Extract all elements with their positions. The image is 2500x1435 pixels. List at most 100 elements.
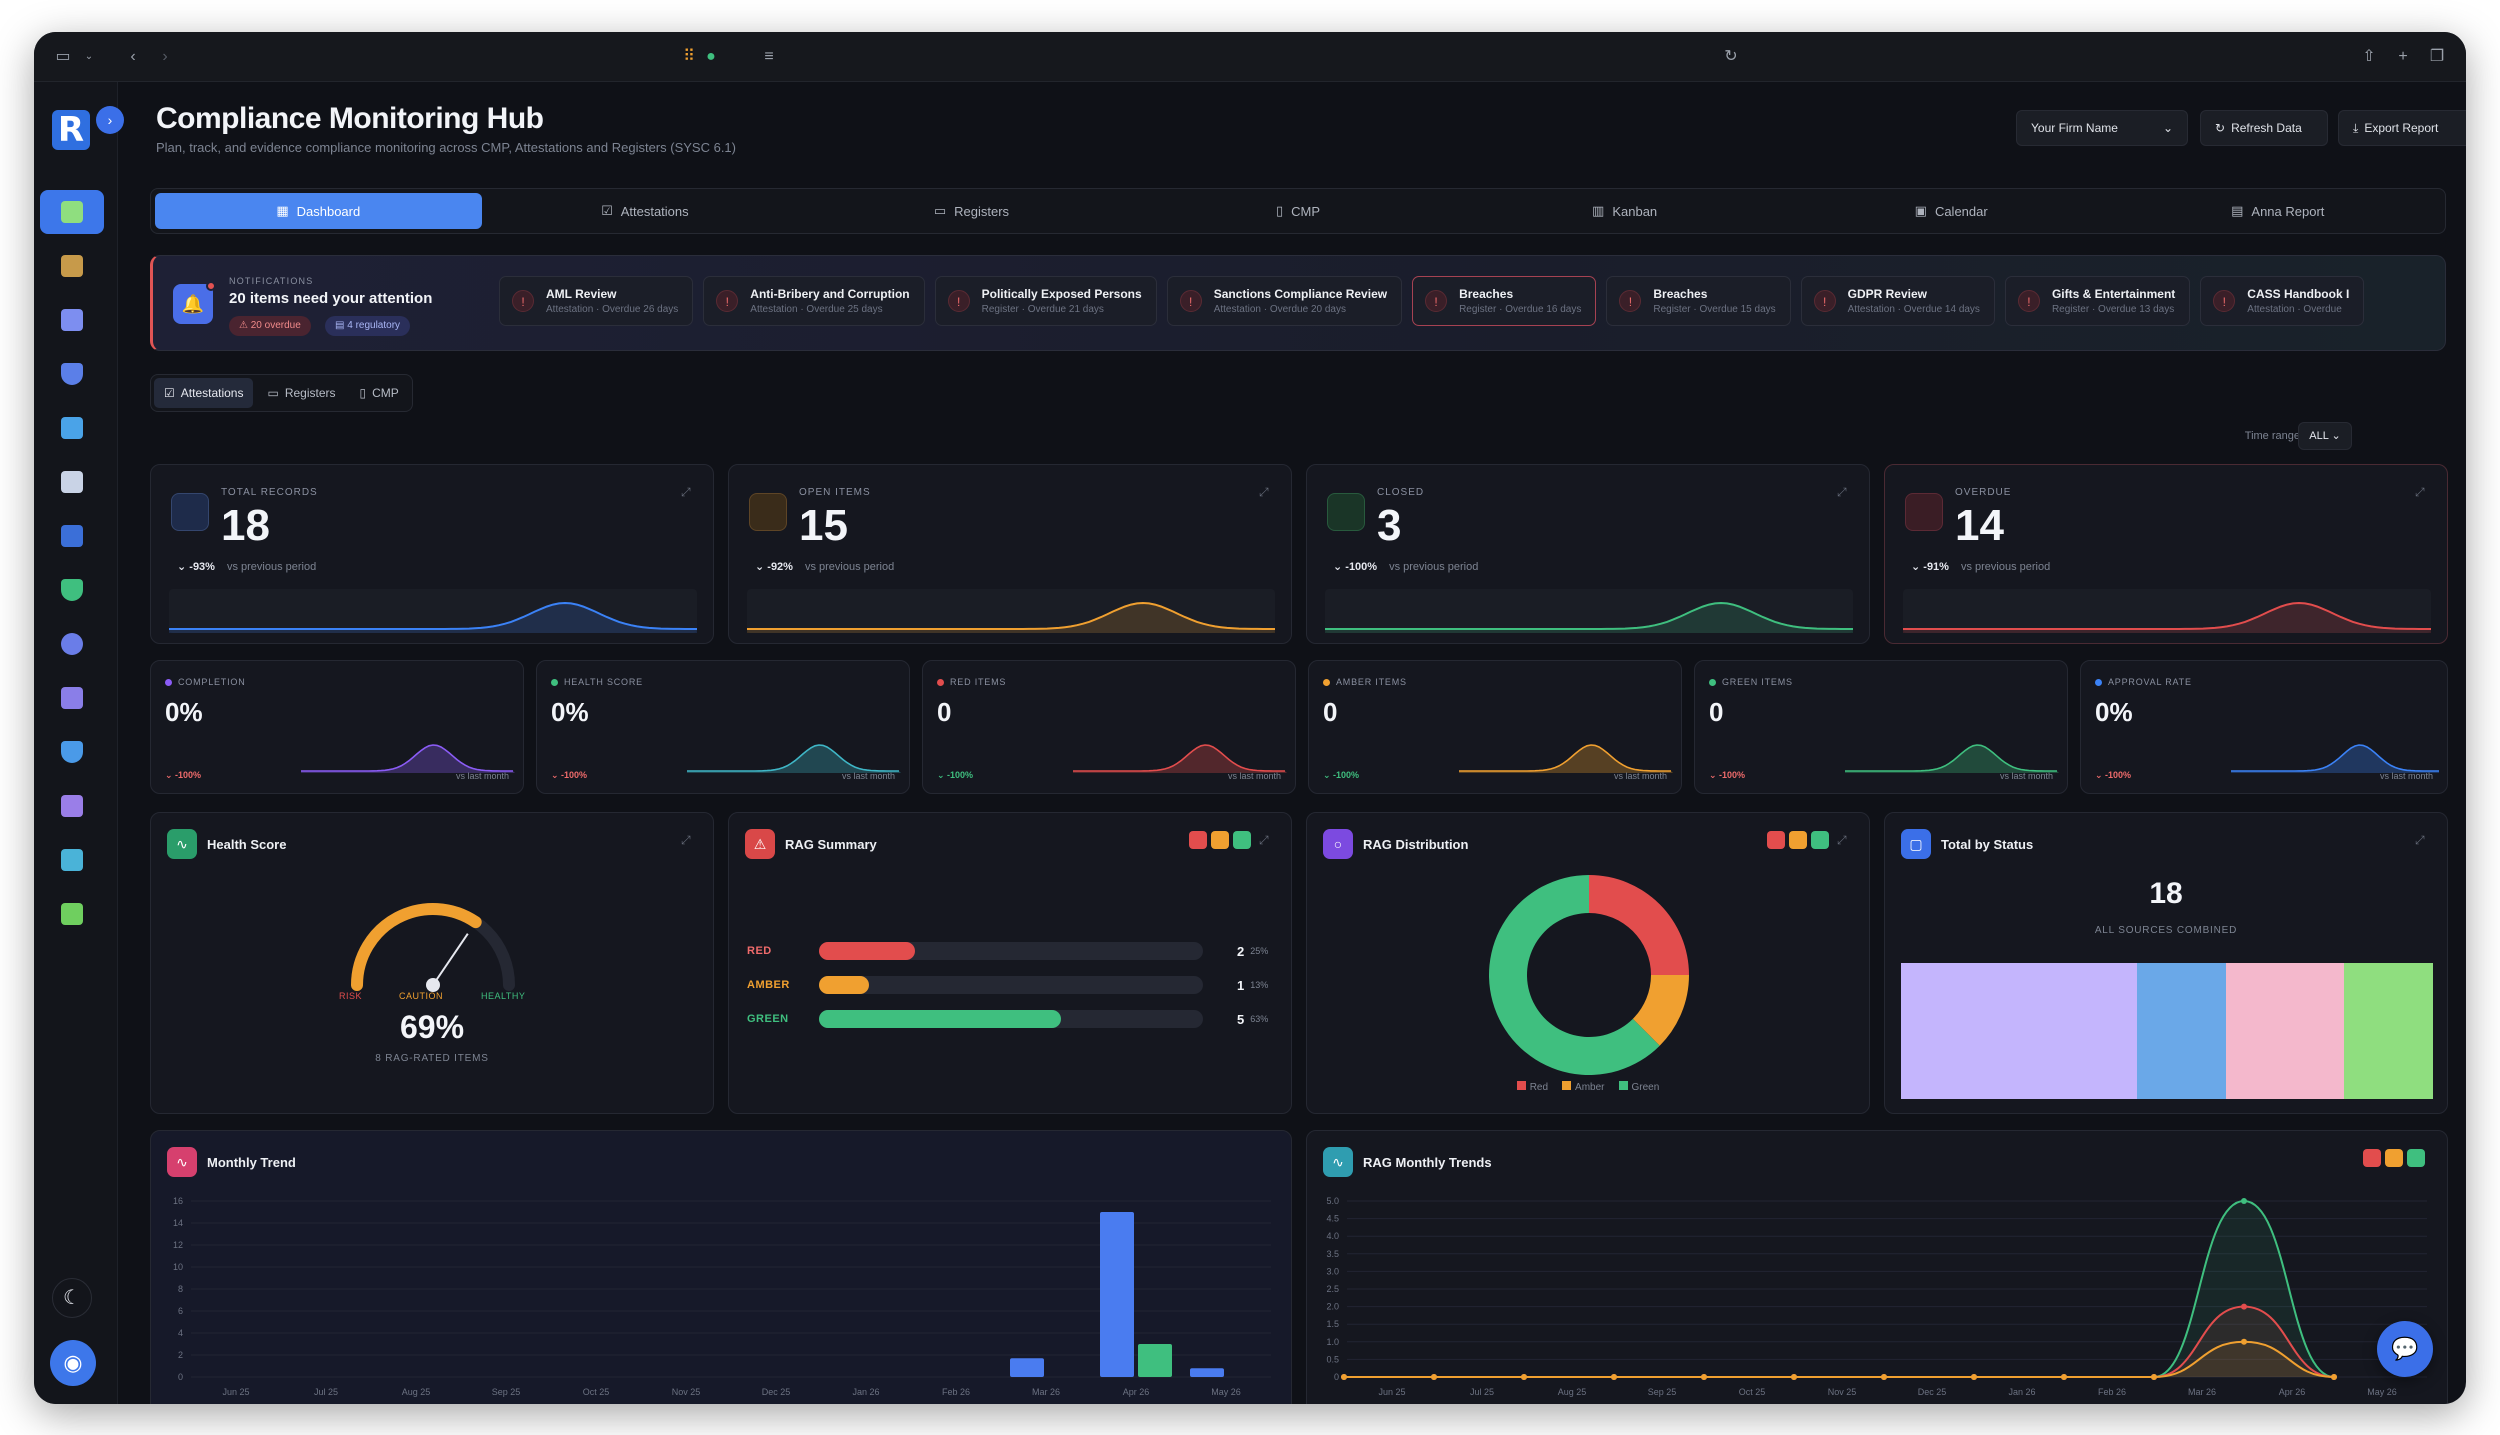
new-tab-icon[interactable]: +: [2398, 48, 2408, 65]
data-point[interactable]: [1881, 1374, 1887, 1380]
filter-attestations[interactable]: ☑ Attestations: [154, 378, 254, 408]
legend-label: Green: [1631, 1082, 1660, 1093]
regulatory-pill[interactable]: ▤ 4 regulatory: [325, 316, 411, 336]
data-point[interactable]: [2151, 1374, 2157, 1380]
sidebar-item-training[interactable]: [40, 514, 104, 558]
notification-meta: Register · Overdue 15 days: [1653, 304, 1776, 315]
bar[interactable]: [1190, 1368, 1224, 1377]
sidebar-item-target[interactable]: [40, 622, 104, 666]
data-point[interactable]: [2241, 1303, 2247, 1310]
notification-card[interactable]: ! CASS Handbook I Attestation · Overdue: [2200, 276, 2365, 326]
chat-bubble-icon[interactable]: 💬: [2377, 1321, 2433, 1377]
sidebar-item-list[interactable]: [40, 784, 104, 828]
donut-slice[interactable]: [1589, 875, 1689, 975]
notification-card[interactable]: ! GDPR Review Attestation · Overdue 14 day…: [1800, 276, 1995, 326]
metric-vs: vs last month: [841, 771, 895, 781]
time-range-select[interactable]: ALL ⌄: [2298, 422, 2352, 450]
tab-dashboard[interactable]: ▦ Dashboard: [155, 193, 482, 229]
data-point[interactable]: [1341, 1374, 1347, 1380]
status-segment[interactable]: [2344, 963, 2433, 1099]
tab-registers[interactable]: ▭ Registers: [808, 193, 1135, 229]
bar[interactable]: [1010, 1358, 1044, 1377]
apps-grid-icon[interactable]: ⠿: [683, 48, 695, 65]
overdue-pill[interactable]: ⚠ 20 overdue: [229, 316, 311, 336]
back-icon[interactable]: ‹: [130, 48, 136, 65]
metric-card-health-score: HEALTH SCORE 0% ⌄ -100% vs last month: [536, 660, 910, 794]
data-point[interactable]: [1521, 1374, 1527, 1380]
tabs-overview-icon[interactable]: ❐: [2429, 48, 2445, 65]
sidebar-item-news[interactable]: [40, 460, 104, 504]
chevron-down-icon[interactable]: ⌄: [84, 51, 94, 62]
expand-icon[interactable]: ⤢: [1837, 833, 1847, 847]
donut-slice[interactable]: [1632, 975, 1689, 1046]
expand-icon[interactable]: ⤢: [681, 833, 691, 847]
tab-kanban[interactable]: ▥ Kanban: [1461, 193, 1788, 229]
tab-anna-report[interactable]: ▤ Anna Report: [2114, 193, 2441, 229]
data-point[interactable]: [2241, 1198, 2247, 1204]
refresh-data-button[interactable]: ↻ Refresh Data: [2200, 110, 2328, 146]
notification-card[interactable]: ! Gifts & Entertainment Register · Overdue…: [2004, 276, 2191, 326]
forward-icon[interactable]: ›: [162, 48, 168, 65]
data-point[interactable]: [1701, 1374, 1707, 1380]
data-point[interactable]: [2241, 1338, 2247, 1345]
expand-icon[interactable]: ⤢: [1837, 485, 1847, 499]
theme-toggle-moon-icon[interactable]: ☾: [52, 1278, 92, 1318]
notification-card[interactable]: ! AML Review Attestation · Overdue 26 days: [499, 276, 694, 326]
rag-row-red: RED 2 25%: [747, 941, 1277, 961]
bar[interactable]: [1138, 1344, 1172, 1377]
sidebar-item-compliance[interactable]: [40, 190, 104, 234]
expand-icon[interactable]: ⤢: [2415, 833, 2425, 847]
notification-card[interactable]: ! Breaches Register · Overdue 15 days: [1606, 276, 1791, 326]
notification-card[interactable]: ! Breaches Register · Overdue 16 days: [1412, 276, 1597, 326]
page-settings-icon[interactable]: ≡: [764, 48, 774, 65]
sidebar-toggle-icon[interactable]: ▭: [55, 48, 71, 65]
sidebar-item-security[interactable]: [40, 568, 104, 612]
sidebar-item-lock[interactable]: [40, 730, 104, 774]
sidebar-item-people[interactable]: [40, 298, 104, 342]
firm-select[interactable]: Your Firm Name ⌄: [2016, 110, 2188, 146]
reload-icon[interactable]: ↻: [1724, 48, 1738, 65]
notification-card[interactable]: ! Sanctions Compliance Review Attestation …: [1166, 276, 1403, 326]
user-avatar-icon[interactable]: ◉: [50, 1340, 96, 1386]
filter-registers[interactable]: ▭ Registers: [257, 378, 345, 408]
data-point[interactable]: [1791, 1374, 1797, 1380]
calendar-icon: ▣: [1914, 203, 1927, 218]
data-point[interactable]: [1431, 1374, 1437, 1380]
bell-icon[interactable]: 🔔: [173, 281, 216, 324]
expand-icon[interactable]: ⤢: [2415, 485, 2425, 499]
sidebar-item-messages[interactable]: [40, 892, 104, 936]
expand-icon[interactable]: ⤢: [1259, 485, 1269, 499]
tab-attestations[interactable]: ☑ Attestations: [482, 193, 809, 229]
sparkline-area: [1845, 745, 2059, 773]
metric-change: ⌄ -100%: [1323, 770, 1360, 780]
data-point[interactable]: [2061, 1374, 2067, 1380]
status-dot: [1709, 678, 1716, 686]
page-subtitle: Plan, track, and evidence compliance mon…: [156, 140, 736, 155]
data-point[interactable]: [1611, 1374, 1617, 1380]
x-tick-label: Nov 25: [672, 1387, 701, 1397]
bar[interactable]: [1100, 1212, 1134, 1377]
sidebar-item-reports[interactable]: [40, 838, 104, 882]
status-segment[interactable]: [2137, 963, 2227, 1099]
expand-icon[interactable]: ⤢: [681, 485, 691, 499]
donut-slice[interactable]: [1488, 875, 1660, 1075]
data-point[interactable]: [1971, 1374, 1977, 1380]
export-report-button[interactable]: ⤓ Export Report: [2338, 110, 2466, 146]
clipboard-icon: [171, 493, 209, 531]
notification-card[interactable]: ! Anti-Bribery and Corruption Attestation …: [703, 276, 925, 326]
sidebar-item-shield[interactable]: [40, 352, 104, 396]
expand-icon[interactable]: ⤢: [1259, 833, 1269, 847]
status-segment[interactable]: [2226, 963, 2345, 1099]
grammarly-icon[interactable]: ●: [706, 48, 716, 65]
filter-cmp[interactable]: ▯ CMP: [350, 378, 409, 408]
tab-calendar[interactable]: ▣ Calendar: [1788, 193, 2115, 229]
sidebar-item-analytics[interactable]: [40, 406, 104, 450]
status-segment[interactable]: [1901, 963, 2138, 1099]
sidebar-item-calendar[interactable]: [40, 244, 104, 288]
share-icon[interactable]: ⇧: [2362, 48, 2376, 65]
sidebar-item-store[interactable]: [40, 676, 104, 720]
data-point[interactable]: [2331, 1374, 2337, 1380]
sidebar-expand-button[interactable]: ›: [96, 106, 124, 134]
tab-cmp[interactable]: ▯ CMP: [1135, 193, 1462, 229]
notification-card[interactable]: ! Politically Exposed Persons Register · O…: [934, 276, 1157, 326]
